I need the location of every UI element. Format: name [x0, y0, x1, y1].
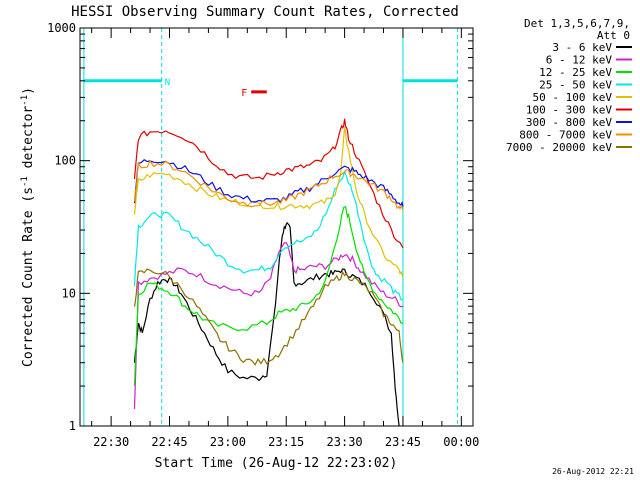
legend-label: 7000 - 20000 keV — [506, 141, 612, 154]
x-tick-label: 22:45 — [151, 435, 187, 449]
x-tick-label: 23:00 — [210, 435, 246, 449]
x-tick-label: 23:45 — [385, 435, 421, 449]
legend-item: 25 - 50 keV — [539, 79, 632, 92]
legend-label: 6 - 12 keV — [546, 54, 613, 67]
series-layer — [133, 118, 404, 427]
footer-timestamp: 26-Aug-2012 22:21 — [552, 467, 634, 476]
y-tick-label: 10 — [62, 286, 76, 300]
y-axis-label: Corrected Count Rate (s-1 detector-1) — [20, 87, 36, 367]
y-axis-label-main: Corrected Count Rate (s — [21, 187, 36, 367]
legend-label: 800 - 7000 keV — [519, 129, 612, 142]
legend-label: 50 - 100 keV — [533, 91, 613, 104]
legend-label: 3 - 6 keV — [552, 41, 612, 54]
legend-label: 100 - 300 keV — [526, 104, 612, 117]
series-line — [133, 159, 404, 211]
y-axis-label-mid: detector — [21, 106, 36, 177]
legend-item: 50 - 100 keV — [533, 91, 632, 104]
legend-label: 25 - 50 keV — [539, 79, 612, 92]
legend-item: 7000 - 20000 keV — [506, 141, 632, 154]
attenuator-label: N — [165, 78, 170, 88]
legend-header-line-1: Det 1,3,5,6,7,9, — [524, 17, 630, 30]
legend-item: 12 - 25 keV — [539, 66, 632, 79]
x-tick-label: 23:15 — [268, 435, 304, 449]
series-line — [133, 126, 404, 279]
legend-item: 300 - 800 keV — [526, 116, 632, 129]
y-axis-label-end: ) — [21, 87, 36, 95]
legend-item: 6 - 12 keV — [546, 54, 632, 67]
y-axis-label-sup-2: -1 — [20, 95, 30, 106]
attenuator-layer: N — [83, 28, 458, 426]
legend-item: 100 - 300 keV — [526, 104, 632, 117]
legend-header-line-2: Att 0 — [597, 29, 630, 42]
y-axis: 1 10 100 1000 — [47, 21, 473, 433]
y-tick-label: 1 — [69, 419, 76, 433]
x-axis: 22:30 22:45 23:00 23:15 23:30 23:45 00:00 — [91, 28, 479, 449]
series-line — [133, 268, 404, 366]
series-line — [133, 221, 400, 427]
plot-frame — [79, 27, 474, 427]
series-line — [133, 118, 404, 249]
x-axis-label: Start Time (26-Aug-12 22:23:02) — [155, 456, 398, 471]
x-tick-label: 23:30 — [327, 435, 363, 449]
legend-item: 3 - 6 keV — [552, 41, 632, 54]
y-tick-label: 100 — [54, 154, 76, 168]
series-line — [133, 241, 404, 410]
x-tick-label: 22:30 — [93, 435, 129, 449]
legend-label: 300 - 800 keV — [526, 116, 612, 129]
flare-layer: F — [241, 88, 267, 99]
plot-area: N 1 10 100 1000 22:30 22:45 23:00 23:15 23:30 23… — [47, 21, 479, 449]
x-tick-label: 00:00 — [443, 435, 479, 449]
y-tick-label: 1000 — [47, 21, 76, 35]
series-line — [133, 169, 404, 301]
series-line — [133, 159, 404, 207]
legend-label: 12 - 25 keV — [539, 66, 612, 79]
y-axis-label-sup-1: -1 — [20, 176, 30, 187]
legend-item: 800 - 7000 keV — [519, 129, 632, 142]
flare-label: F — [241, 88, 247, 99]
series-line — [133, 205, 404, 387]
chart-title: HESSI Observing Summary Count Rates, Cor… — [71, 4, 459, 20]
